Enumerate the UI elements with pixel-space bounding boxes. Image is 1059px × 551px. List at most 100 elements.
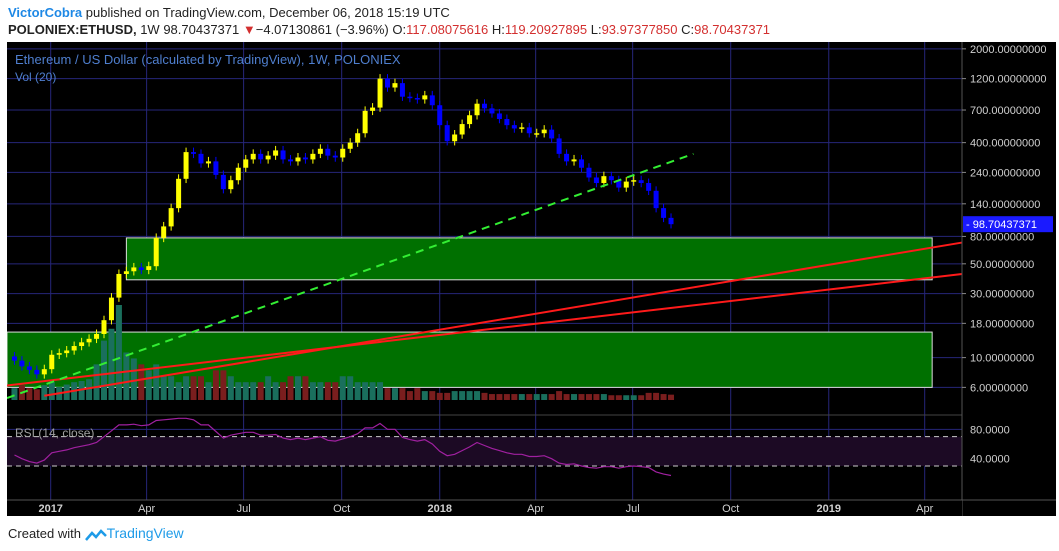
candle	[347, 138, 353, 154]
volume-bar	[354, 382, 361, 400]
published-text: published on TradingView.com, December 0…	[85, 5, 450, 20]
candle	[123, 266, 129, 279]
candle	[250, 149, 256, 164]
volume-bar	[451, 391, 458, 400]
candle-body	[258, 153, 264, 160]
candle-body	[71, 346, 77, 351]
volume-bar	[339, 376, 346, 400]
candle-body	[392, 83, 398, 88]
volume-bar	[48, 382, 55, 400]
candle	[310, 149, 316, 164]
price-tick-label: 240.00000000	[970, 167, 1040, 179]
candle-body	[482, 103, 487, 109]
candle-body	[355, 133, 361, 143]
price-tick-label: 50.00000000	[970, 259, 1034, 271]
volume-bar	[86, 379, 93, 400]
volume-bar	[585, 394, 592, 400]
candle-body	[646, 183, 652, 191]
volume-bar	[563, 394, 570, 400]
volume-bar	[377, 382, 384, 400]
volume-bar	[145, 370, 152, 400]
candle-body	[422, 95, 428, 100]
candle	[578, 154, 584, 172]
candle-body	[235, 167, 241, 181]
time-tick-label: Oct	[333, 503, 350, 515]
candle-body	[489, 108, 495, 114]
volume-bar	[615, 395, 622, 400]
candle	[474, 99, 480, 120]
volume-bar	[533, 394, 540, 400]
candle	[653, 186, 659, 213]
low-value: 93.97377850	[601, 22, 678, 37]
candle-body	[362, 110, 368, 134]
candle	[280, 145, 286, 164]
candle	[302, 153, 308, 164]
candle-body	[273, 150, 279, 156]
time-tick-label: 2018	[427, 503, 451, 515]
candle	[414, 93, 420, 104]
created-with-text: Created with	[8, 526, 81, 541]
chart-title: Ethereum / US Dollar (calculated by Trad…	[15, 52, 401, 67]
price-change: −4.07130861 (−3.96%)	[255, 22, 389, 37]
candle-body	[94, 333, 100, 339]
price-chart[interactable]: 2000.00000000 1200.00000000 700.00000000 40…	[7, 42, 1056, 516]
volume-bar	[645, 392, 652, 400]
candle	[295, 153, 301, 166]
candle-body	[496, 113, 502, 120]
candle	[385, 74, 391, 92]
candle-body	[661, 208, 667, 218]
candle-body	[317, 148, 323, 154]
volume-bar	[488, 394, 495, 400]
candle-body	[571, 159, 577, 162]
volume-bar	[503, 394, 510, 400]
volume-bar	[541, 394, 548, 400]
candle-body	[220, 174, 226, 190]
time-tick-label: 2019	[817, 503, 841, 515]
volume-bar	[638, 395, 645, 400]
candle-body	[250, 153, 256, 160]
candle-body	[123, 271, 129, 274]
candle	[586, 163, 592, 182]
last-price: 98.70437371	[163, 22, 240, 37]
volume-bar	[227, 376, 234, 400]
candle-body	[146, 266, 152, 270]
volume-bar	[287, 376, 294, 400]
candle-body	[444, 125, 450, 142]
volume-bar	[429, 391, 436, 400]
candle	[646, 178, 652, 196]
candle-body	[34, 369, 40, 375]
volume-bar	[153, 364, 160, 400]
price-tick-label: 700.00000000	[970, 105, 1040, 117]
volume-bar	[436, 392, 443, 400]
candle-body	[295, 157, 301, 162]
author-link[interactable]: VictorCobra	[8, 5, 83, 20]
close-value: 98.70437371	[694, 22, 771, 37]
tradingview-brand[interactable]: TradingView	[106, 525, 184, 541]
candle-body	[243, 159, 249, 168]
candle	[452, 130, 458, 146]
volume-bar	[593, 394, 600, 400]
volume-bar	[362, 382, 369, 400]
volume-bar	[660, 394, 667, 400]
candle	[332, 151, 338, 162]
open-label: O:	[392, 22, 407, 37]
candle	[496, 108, 502, 124]
chart-canvas[interactable]: 2000.00000000 1200.00000000 700.00000000 40…	[7, 42, 1056, 516]
candle-body	[86, 338, 92, 343]
candle-body	[608, 176, 614, 181]
price-tick-label: 18.00000000	[970, 318, 1034, 330]
volume-bar	[571, 394, 578, 400]
volume-bar	[608, 395, 615, 400]
candle	[519, 122, 525, 133]
candle-body	[467, 115, 473, 125]
symbol: POLONIEX:ETHUSD,	[8, 22, 137, 37]
candle	[86, 334, 92, 347]
price-tick-label: 400.00000000	[970, 138, 1040, 150]
rsi-tick-label: 80.0000	[970, 424, 1010, 436]
candle-body	[108, 297, 114, 321]
candle-body	[638, 180, 644, 184]
candle	[26, 361, 32, 375]
candle	[49, 350, 55, 374]
volume-bar	[459, 391, 466, 400]
volume-bar	[26, 388, 33, 400]
